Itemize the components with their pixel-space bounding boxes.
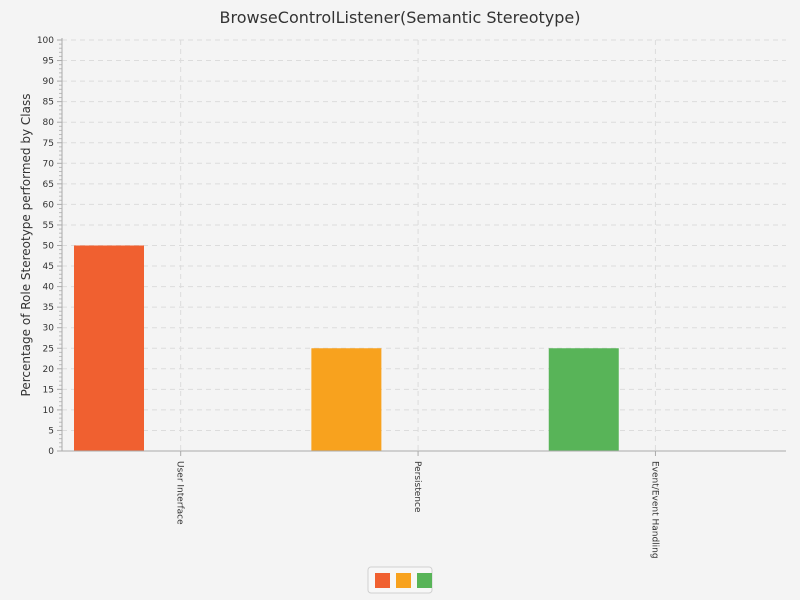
y-tick-label: 35 — [43, 303, 54, 313]
legend-swatch — [375, 573, 390, 588]
y-tick-label: 10 — [43, 406, 55, 416]
x-tick-label: Persistence — [412, 461, 422, 513]
y-tick-label: 70 — [43, 159, 55, 169]
y-tick-label: 100 — [37, 36, 54, 46]
x-tick-label: Event/Event Handling — [649, 461, 659, 559]
y-tick-label: 50 — [43, 242, 55, 252]
y-tick-label: 95 — [43, 57, 54, 67]
y-tick-label: 25 — [43, 344, 54, 354]
x-tick-label: User Interface — [175, 461, 185, 525]
y-tick-label: 65 — [43, 180, 54, 190]
axes: 0 5 10 15 20 25 30 35 40 45 50 55 60 65 70 75 80 85 90 95 10… — [37, 36, 786, 559]
bar — [74, 245, 144, 451]
y-tick-label: 30 — [43, 324, 55, 334]
y-axis-label: Percentage of Role Stereotype performed … — [19, 94, 33, 397]
y-tick-label: 20 — [43, 365, 55, 375]
bar — [548, 348, 619, 451]
bars — [74, 245, 619, 451]
y-tick-label: 80 — [43, 118, 55, 128]
legend-swatch — [396, 573, 411, 588]
y-tick-label: 40 — [43, 283, 55, 293]
chart-title: BrowseControlListener(Semantic Stereotyp… — [220, 8, 581, 27]
y-tick-label: 90 — [43, 77, 55, 87]
y-tick-label: 5 — [48, 426, 54, 436]
y-tick-label: 45 — [43, 262, 54, 272]
y-tick-label: 15 — [43, 385, 54, 395]
y-tick-label: 75 — [43, 139, 54, 149]
y-tick-label: 60 — [43, 200, 55, 210]
bar — [311, 348, 382, 451]
y-tick-label: 0 — [48, 447, 54, 457]
legend — [367, 566, 433, 594]
gridlines — [62, 39, 786, 451]
y-tick-label: 85 — [43, 98, 54, 108]
y-tick-label: 55 — [43, 221, 54, 231]
legend-swatch — [417, 573, 432, 588]
